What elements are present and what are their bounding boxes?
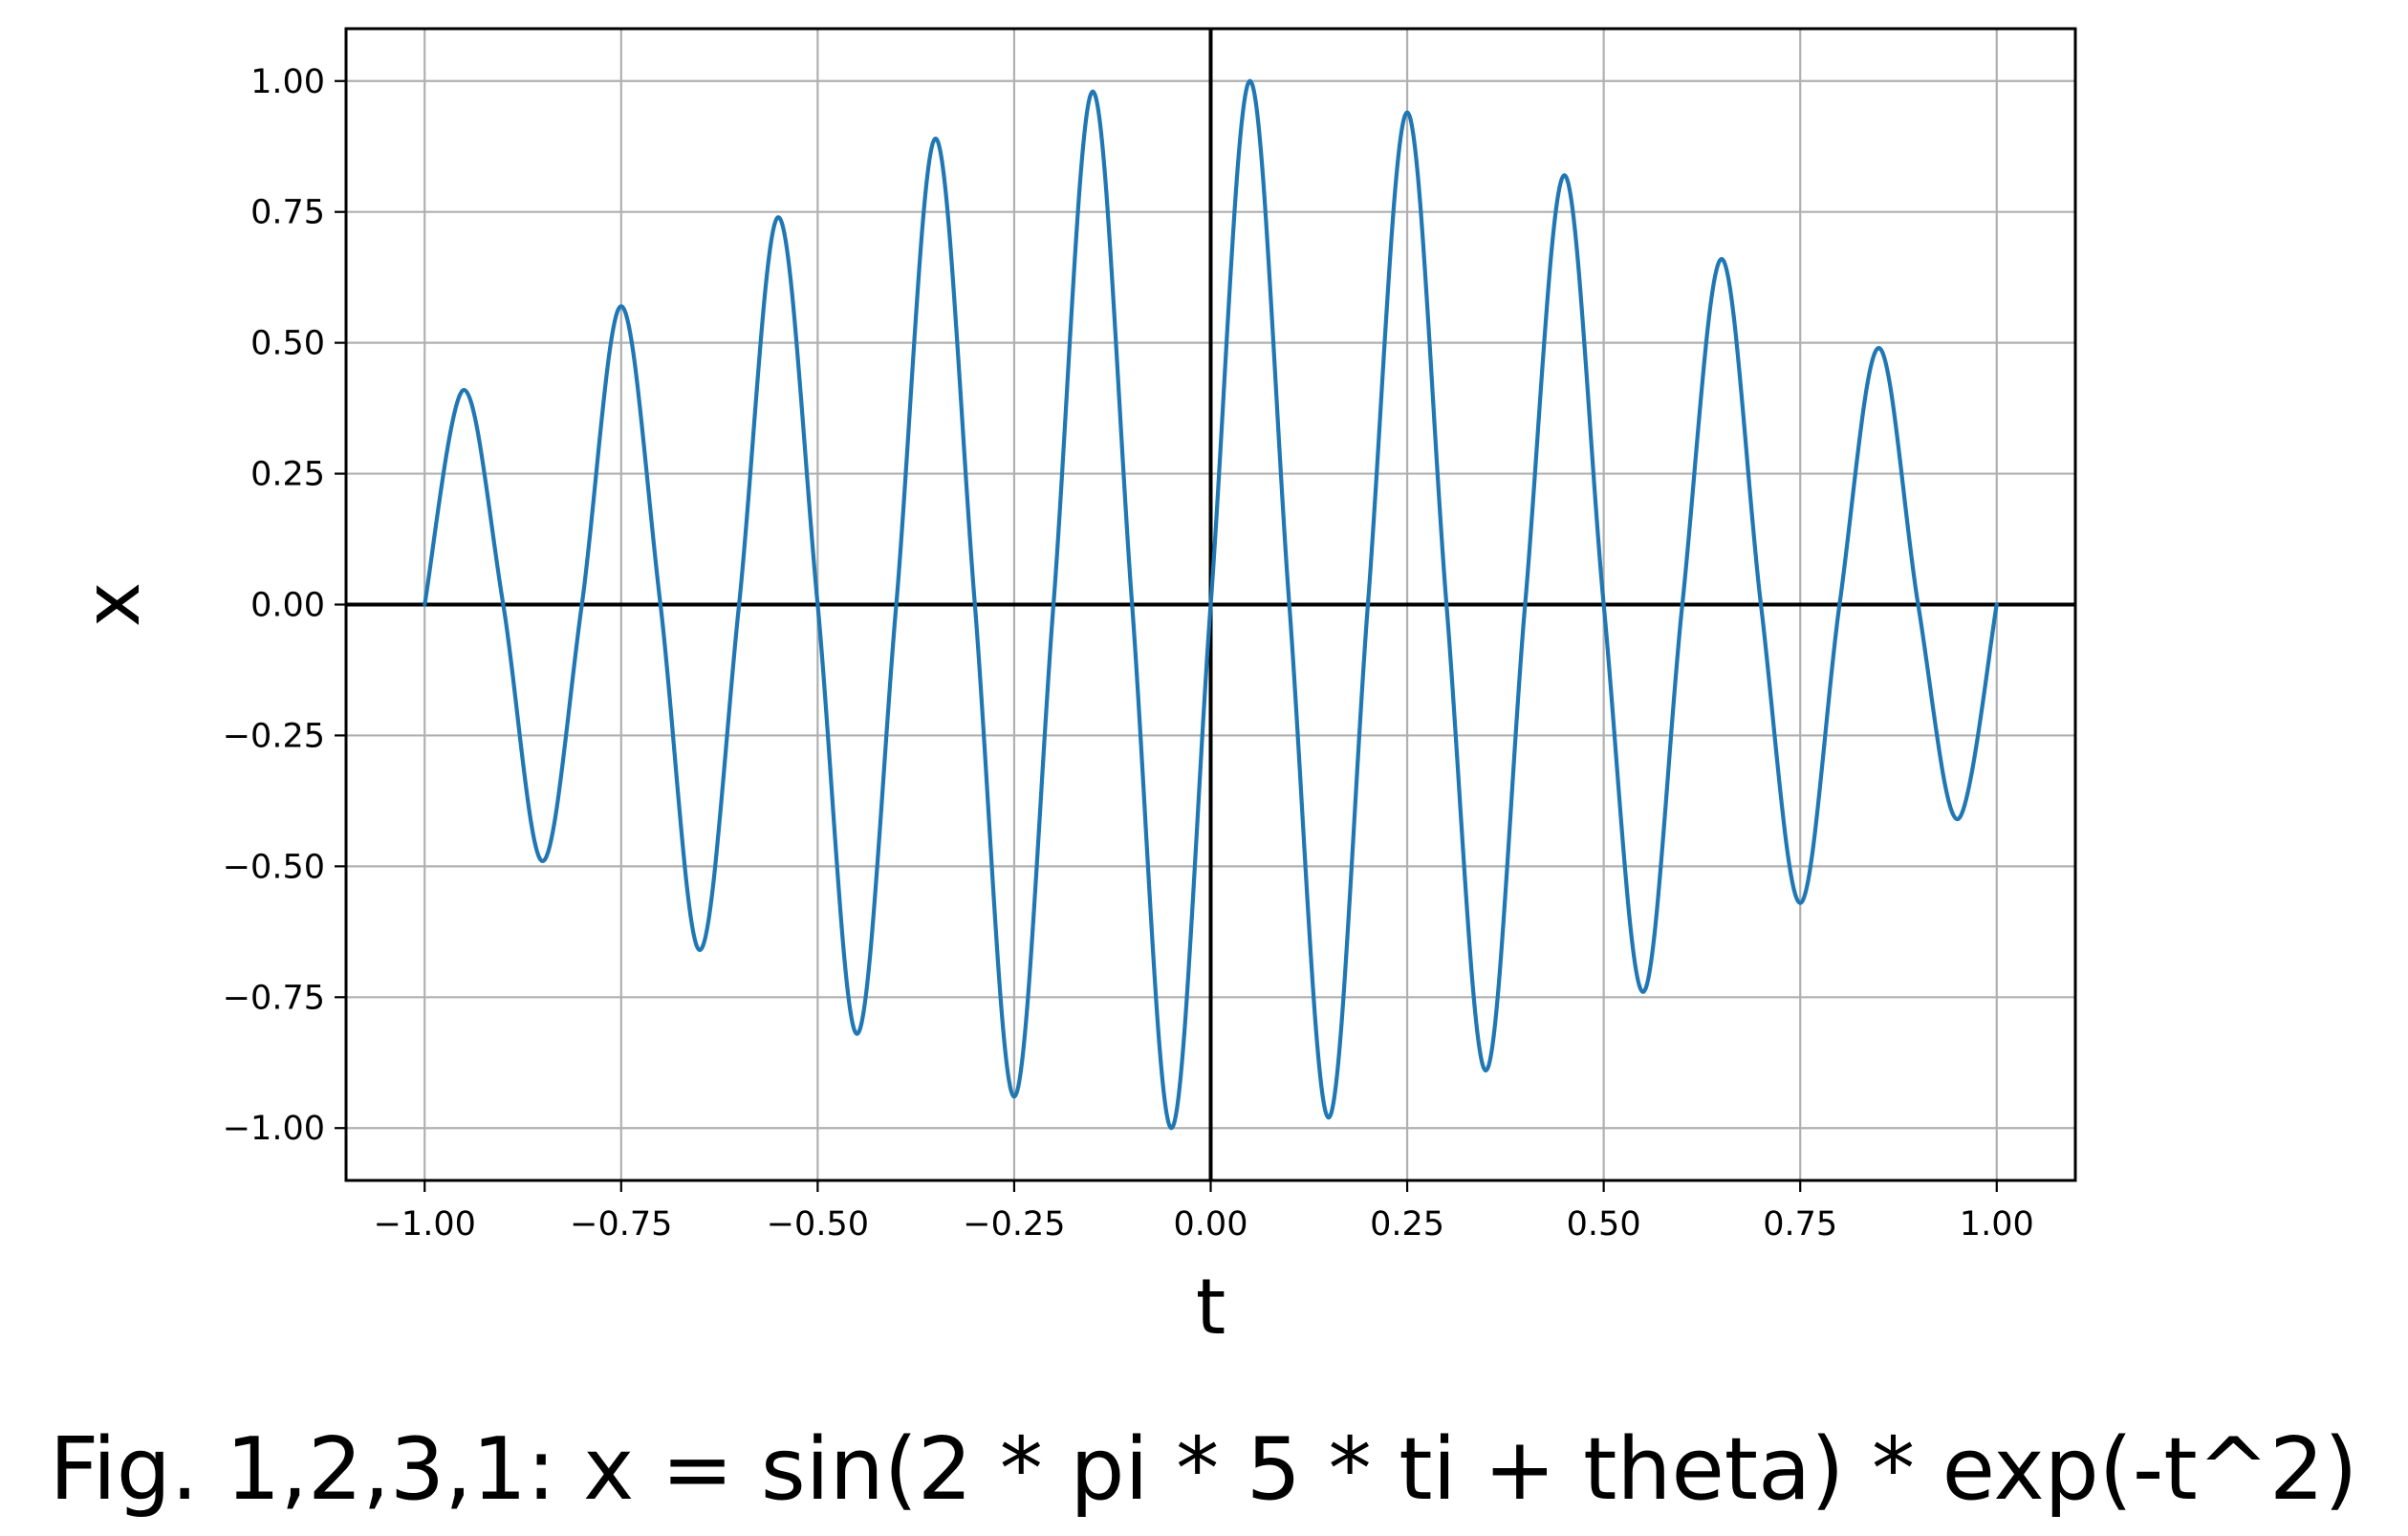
y-tick-label: −0.75 — [223, 979, 325, 1017]
y-axis-title: x — [68, 582, 157, 627]
x-tick-labels: −1.00 −0.75 −0.50 −0.25 0.00 0.25 0.50 0.75 1.00 — [374, 1205, 2034, 1244]
y-tick-label: −0.50 — [223, 848, 325, 886]
x-tick-label: −0.25 — [963, 1205, 1065, 1244]
y-tick-labels: −1.00 −0.75 −0.50 −0.25 0.00 0.25 0.50 0.75 1.00 — [223, 63, 325, 1148]
x-tick-label: 0.75 — [1763, 1205, 1837, 1244]
x-tick-label: −0.75 — [570, 1205, 672, 1244]
y-tick-label: 0.00 — [250, 587, 325, 625]
y-tick-label: 0.50 — [250, 325, 325, 363]
x-tick-label: −0.50 — [767, 1205, 869, 1244]
x-tick-label: 0.50 — [1567, 1205, 1641, 1244]
y-tick-label: −1.00 — [223, 1110, 325, 1148]
x-tick-label: 1.00 — [1960, 1205, 2034, 1244]
tick-marks — [335, 79, 1998, 1192]
x-tick-label: −1.00 — [374, 1205, 476, 1244]
y-tick-label: 1.00 — [250, 63, 325, 101]
x-tick-label: 0.00 — [1174, 1205, 1248, 1244]
y-tick-label: 0.25 — [250, 456, 325, 494]
x-tick-label: 0.25 — [1370, 1205, 1444, 1244]
y-tick-label: −0.25 — [223, 717, 325, 755]
y-tick-label: 0.75 — [250, 194, 325, 232]
series-line — [423, 78, 1999, 1131]
figure-caption: Fig. 1,2,3,1: x = sin(2 * pi * 5 * ti + … — [50, 1419, 2358, 1520]
series-layer — [423, 78, 1999, 1131]
x-axis-title: t — [1196, 1263, 1226, 1352]
